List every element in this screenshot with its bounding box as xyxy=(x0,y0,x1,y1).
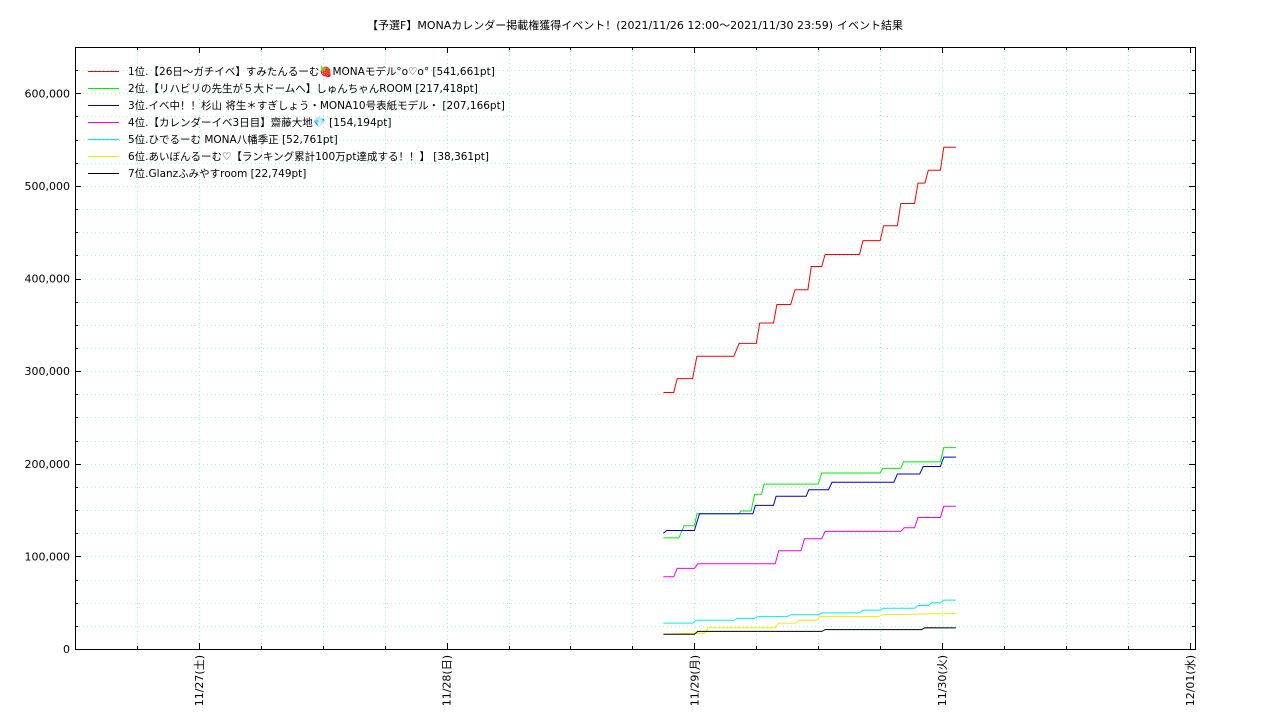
series-line-6 xyxy=(663,613,956,635)
x-tick-label: 11/29(月) xyxy=(688,655,701,706)
y-tick-label: 300,000 xyxy=(25,365,71,378)
legend-label-5: 5位.ひでるーむ MONA八幡季正 [52,761pt] xyxy=(128,133,338,146)
y-tick-label: 600,000 xyxy=(25,87,71,100)
y-tick-label: 200,000 xyxy=(25,458,71,471)
series-line-7 xyxy=(663,627,956,635)
series-line-2 xyxy=(663,447,956,539)
legend-label-7: 7位.Glanzふみやすroom [22,749pt] xyxy=(128,167,306,180)
x-tick-label: 12/01(水) xyxy=(1184,655,1197,706)
y-tick-label: 0 xyxy=(63,643,70,656)
legend-label-4: 4位.【カレンダーイベ3日目】齋藤大地💎 [154,194pt] xyxy=(128,116,392,129)
series-lines xyxy=(663,146,956,635)
x-tick-label: 11/30(火) xyxy=(936,655,949,706)
series-line-1 xyxy=(663,146,956,393)
chart-subtitle: イベント結果 xyxy=(837,18,903,32)
grid-lines xyxy=(75,47,1195,649)
legend: 1位.【26日〜ガチイベ】すみたんるーむ🍓MONAモデル°o♡o° [541,6… xyxy=(88,65,505,180)
chart-title: 【予選F】MONAカレンダー掲載権獲得イベント！(2021/11/26 12:0… xyxy=(367,18,833,32)
series-line-3 xyxy=(663,456,956,534)
axes: 0 100,000 200,000 300,000 400,000 500,000 600,… xyxy=(25,47,1197,706)
series-line-4 xyxy=(663,505,956,578)
legend-label-3: 3位.イベ中！！杉山 将生＊すぎしょう・MONA10号表紙モデル・ [207,1… xyxy=(128,99,505,112)
legend-label-2: 2位.【リハビリの先生が５大ドームへ】しゅんちゃんROOM [217,418pt… xyxy=(128,82,478,95)
y-tick-label: 100,000 xyxy=(25,550,71,563)
legend-label-1: 1位.【26日〜ガチイベ】すみたんるーむ🍓MONAモデル°o♡o° [541,6… xyxy=(128,65,495,78)
x-tick-label: 11/27(土) xyxy=(193,655,206,706)
legend-label-6: 6位.あいぼんるーむ♡【ランキング累計100万pt達成する！！】 [38,361… xyxy=(128,150,489,163)
y-tick-label: 400,000 xyxy=(25,273,71,286)
x-tick-label: 11/28(日) xyxy=(441,655,454,706)
y-tick-label: 500,000 xyxy=(25,180,71,193)
series-line-5 xyxy=(663,599,956,624)
